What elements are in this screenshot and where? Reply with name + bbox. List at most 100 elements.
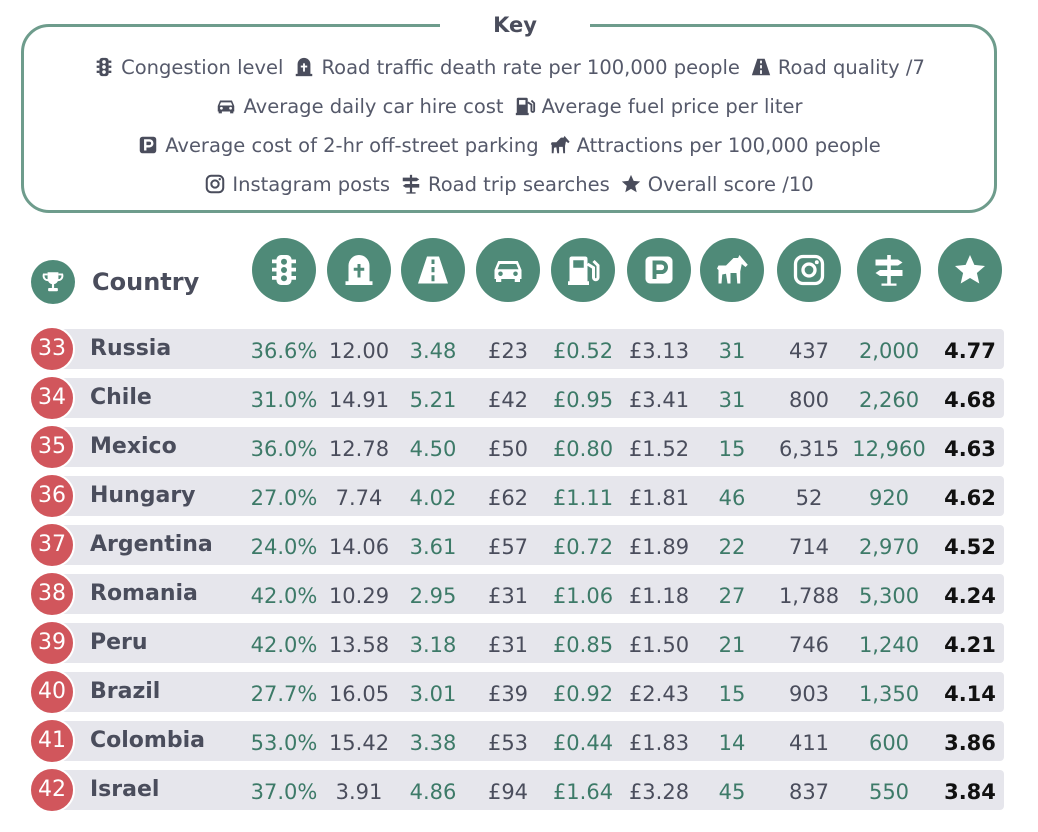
table-cell: £31	[487, 633, 529, 657]
table-cell: 22	[718, 535, 746, 559]
table-cell: 4.02	[409, 486, 457, 510]
table-row: 42 Israel 37.0% 3.91 4.86 £94 £1.64 £3.28 45 837 5…	[0, 767, 1038, 813]
table-cell: £2.43	[628, 682, 690, 706]
table-cell: 13.58	[328, 633, 390, 657]
rank-badge: 33	[29, 326, 75, 372]
table-cell: 27.0%	[250, 486, 318, 510]
country-name: Hungary	[90, 483, 196, 508]
key-label: Congestion level	[121, 55, 284, 79]
table-cell: 4.63	[944, 437, 996, 461]
row-background	[38, 574, 1004, 614]
table-cell: 21	[718, 633, 746, 657]
gravestone-icon	[293, 56, 315, 78]
key-title: Key	[440, 10, 590, 40]
table-cell: 1,788	[778, 584, 840, 608]
row-background	[38, 525, 1004, 565]
table-cell: £39	[487, 682, 529, 706]
table-cell: £3.13	[628, 339, 690, 363]
signpost-icon	[400, 173, 422, 195]
table-cell: 3.84	[944, 780, 996, 804]
horse-icon	[549, 134, 571, 156]
table-cell: 437	[788, 339, 830, 363]
key-item: Average cost of 2-hr off-street parking	[137, 133, 539, 157]
table-cell: 15	[718, 682, 746, 706]
rank-badge: 35	[29, 424, 75, 470]
table-cell: 3.86	[944, 731, 996, 755]
table-cell: 42.0%	[250, 584, 318, 608]
key-item: Congestion level	[93, 56, 283, 79]
table-cell: £0.85	[552, 633, 614, 657]
country-name: Chile	[90, 385, 152, 410]
table-cell: 4.50	[409, 437, 457, 461]
table-cell: 27	[718, 584, 746, 608]
country-name: Argentina	[90, 532, 213, 557]
key-item: Attractions per 100,000 people	[549, 134, 881, 157]
parking-icon	[137, 134, 159, 156]
table-cell: 36.0%	[250, 437, 318, 461]
key-label: Road quality /7	[777, 55, 925, 79]
table-cell: £0.80	[552, 437, 614, 461]
key-item: Overall score /10	[620, 173, 814, 196]
table-row: 37 Argentina 24.0% 14.06 3.61 £57 £0.72 £1.89 22…	[0, 522, 1038, 568]
table-cell: 3.48	[409, 339, 457, 363]
country-name: Colombia	[90, 728, 205, 753]
table-cell: 12,960	[852, 437, 926, 461]
table-cell: 31	[718, 339, 746, 363]
row-background	[38, 672, 1004, 712]
table-cell: 4.24	[944, 584, 996, 608]
table-cell: 2,970	[858, 535, 920, 559]
row-background	[38, 427, 1004, 467]
table-cell: £1.18	[628, 584, 690, 608]
row-background	[38, 378, 1004, 418]
key-item: Road traffic death rate per 100,000 peop…	[293, 55, 740, 79]
table-cell: 7.74	[335, 486, 383, 510]
key-row: Congestion level Road traffic death rate …	[21, 52, 997, 82]
table-cell: 16.05	[328, 682, 390, 706]
table-cell: 4.68	[944, 388, 996, 412]
key-label: Road traffic death rate per 100,000 peop…	[321, 55, 740, 79]
table-cell: £3.41	[628, 388, 690, 412]
table-cell: 3.18	[409, 633, 457, 657]
table-cell: 920	[868, 486, 910, 510]
key-row: Average daily car hire cost Average fuel …	[21, 91, 997, 121]
table-cell: 5.21	[409, 388, 457, 412]
key-row: Average cost of 2-hr off-street parking A…	[21, 130, 997, 160]
row-background	[38, 476, 1004, 516]
table-cell: £1.64	[552, 780, 614, 804]
trophy-icon	[31, 260, 75, 304]
rank-badge: 40	[29, 669, 75, 715]
country-name: Russia	[90, 336, 172, 361]
table-cell: 3.01	[409, 682, 457, 706]
table-row: 40 Brazil 27.7% 16.05 3.01 £39 £0.92 £2.43 15 903…	[0, 669, 1038, 715]
table-row: 41 Colombia 53.0% 15.42 3.38 £53 £0.44 £1.83 14 4…	[0, 718, 1038, 764]
table-cell: £0.92	[552, 682, 614, 706]
rank-badge: 42	[29, 767, 75, 813]
table-cell: £42	[487, 388, 529, 412]
table-cell: 4.52	[944, 535, 996, 559]
table-cell: 14.06	[328, 535, 390, 559]
table-cell: £57	[487, 535, 529, 559]
key-label: Average cost of 2-hr off-street parking	[165, 133, 539, 157]
table-row: 39 Peru 42.0% 13.58 3.18 £31 £0.85 £1.50 21 746 1,…	[0, 620, 1038, 666]
road-icon	[750, 56, 772, 78]
table-cell: 3.38	[409, 731, 457, 755]
country-name: Peru	[90, 630, 148, 655]
table-cell: 31.0%	[250, 388, 318, 412]
table-cell: 4.14	[944, 682, 996, 706]
table-cell: 42.0%	[250, 633, 318, 657]
table-cell: £1.83	[628, 731, 690, 755]
table-cell: 4.86	[409, 780, 457, 804]
star-icon	[620, 173, 642, 195]
table-cell: 27.7%	[250, 682, 318, 706]
key-item: Road trip searches	[400, 173, 610, 196]
table-cell: 14.91	[328, 388, 390, 412]
table-row: 35 Mexico 36.0% 12.78 4.50 £50 £0.80 £1.52 15 6,3…	[0, 424, 1038, 470]
table-cell: £62	[487, 486, 529, 510]
table-cell: 800	[788, 388, 830, 412]
star-icon	[938, 238, 1002, 302]
table-cell: £0.44	[552, 731, 614, 755]
table-cell: £94	[487, 780, 529, 804]
row-background	[38, 770, 1004, 810]
table-cell: £0.52	[552, 339, 614, 363]
table-cell: £1.52	[628, 437, 690, 461]
